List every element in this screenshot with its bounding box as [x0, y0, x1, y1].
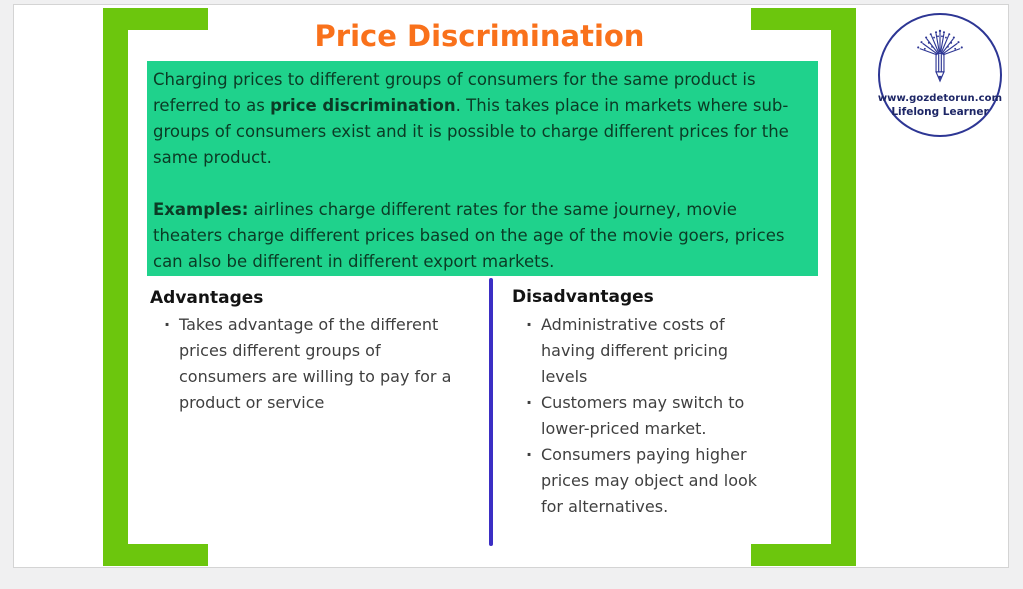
left-bracket-bottom-arm: [103, 544, 208, 566]
definition-paragraph: Charging prices to different groups of c…: [153, 67, 810, 171]
advantages-item: Takes advantage of the different prices …: [163, 312, 463, 416]
advantages-heading: Advantages: [150, 288, 264, 308]
disadvantages-item: Customers may switch to lower-priced mar…: [525, 390, 773, 442]
right-bracket-bottom-arm: [751, 544, 856, 566]
definition-text: Charging prices to different groups of c…: [153, 70, 756, 115]
disadvantages-item: Administrative costs of having different…: [525, 312, 773, 390]
column-divider-line: [489, 278, 493, 546]
definition-bold-term: price discrimination: [270, 96, 456, 115]
disadvantages-item: Consumers paying higher prices may objec…: [525, 442, 773, 520]
page-title: Price Discrimination: [314, 19, 645, 53]
disadvantages-heading: Disadvantages: [512, 287, 654, 307]
definition-panel: Charging prices to different groups of c…: [147, 61, 818, 276]
right-bracket-vertical-bar: [831, 8, 856, 566]
examples-text: airlines charge different rates for the …: [153, 200, 785, 271]
examples-paragraph: Examples: airlines charge different rate…: [153, 197, 810, 275]
left-bracket-top-arm: [103, 8, 208, 30]
left-bracket-vertical-bar: [103, 8, 128, 566]
logo-url-text: www.gozdetorun.com: [877, 93, 1003, 104]
advantages-list: Takes advantage of the different prices …: [163, 312, 463, 416]
brand-logo-badge: www.gozdetorun.com Lifelong Learner: [878, 13, 1002, 137]
examples-bold-label: Examples:: [153, 200, 249, 219]
definition-text-after: . This takes place in markets where sub-…: [153, 96, 789, 167]
right-bracket-top-arm: [751, 8, 856, 30]
pencil-tree-icon: [917, 29, 963, 83]
logo-tagline-text: Lifelong Learner: [891, 106, 989, 118]
disadvantages-list: Administrative costs of having different…: [525, 312, 773, 520]
